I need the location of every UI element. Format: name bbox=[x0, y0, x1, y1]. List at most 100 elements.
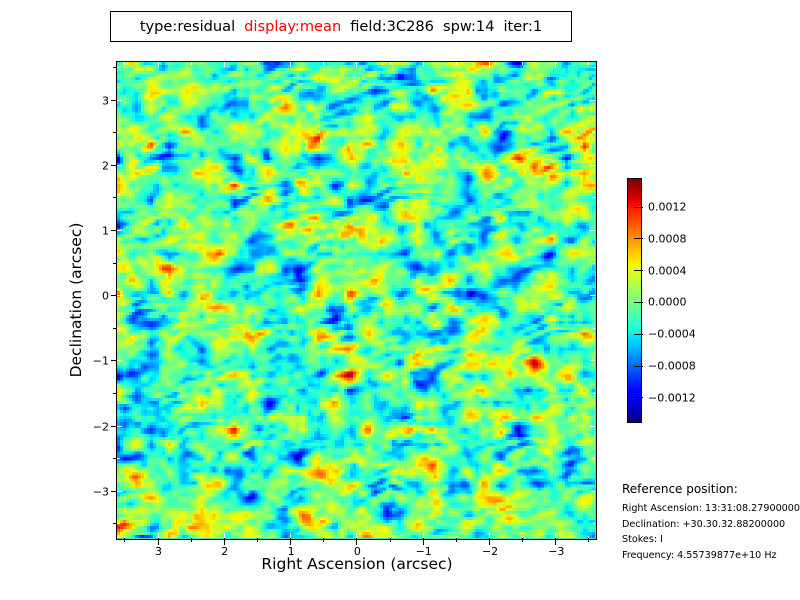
y-minor-tick-outer bbox=[113, 262, 117, 264]
y-major-tick-outer bbox=[110, 229, 117, 231]
x-minor-tick-inner-top bbox=[256, 62, 258, 65]
y-major-tick-inner-left bbox=[117, 360, 122, 362]
colorbar-tick bbox=[634, 270, 643, 272]
x-minor-tick-inner-top bbox=[124, 62, 126, 65]
x-tick-label: −1 bbox=[415, 545, 432, 558]
x-minor-tick-inner-bottom bbox=[124, 535, 126, 538]
y-major-tick-inner-left bbox=[117, 425, 122, 427]
x-minor-tick-outer bbox=[323, 538, 325, 542]
x-tick-label: 3 bbox=[155, 545, 162, 558]
y-major-tick-inner-right bbox=[590, 295, 595, 297]
x-major-tick-inner-bottom bbox=[489, 533, 490, 538]
x-minor-tick-inner-bottom bbox=[588, 535, 590, 538]
x-minor-tick-inner-bottom bbox=[522, 535, 524, 538]
y-minor-tick-inner-right bbox=[592, 262, 595, 264]
colorbar-tick-label: 0.0008 bbox=[648, 232, 687, 246]
y-minor-tick-inner-right bbox=[592, 523, 595, 525]
x-major-tick-outer bbox=[489, 538, 490, 545]
x-minor-tick-outer bbox=[190, 538, 192, 542]
title-box: type:residual display:mean field:3C286 spw:… bbox=[110, 11, 572, 42]
x-tick-label: 0 bbox=[353, 545, 361, 558]
reference-line-ra: Right Ascension: 13:31:08.27900000 bbox=[622, 503, 800, 514]
x-major-tick-inner-top bbox=[157, 62, 159, 67]
x-minor-tick-inner-bottom bbox=[455, 535, 457, 538]
y-major-tick-inner-right bbox=[590, 490, 595, 492]
title-part-0: type:residual bbox=[139, 18, 236, 35]
x-minor-tick-outer bbox=[588, 538, 590, 542]
x-minor-tick-inner-top bbox=[323, 62, 325, 65]
reference-position-block: Reference position: Right Ascension: 13:… bbox=[622, 482, 800, 565]
y-major-tick-inner-right bbox=[590, 360, 595, 362]
colorbar-tick-label: 0.0012 bbox=[648, 200, 687, 214]
x-major-tick-inner-bottom bbox=[223, 533, 225, 538]
x-major-tick-outer bbox=[290, 538, 292, 545]
x-major-tick-inner-top bbox=[422, 62, 424, 67]
x-tick-label: −2 bbox=[481, 545, 499, 558]
image-panel bbox=[110, 61, 597, 545]
x-minor-tick-outer bbox=[389, 538, 391, 542]
y-minor-tick-outer bbox=[113, 197, 117, 199]
y-minor-tick-outer bbox=[113, 327, 117, 329]
y-minor-tick-outer bbox=[113, 392, 117, 394]
tick-layer bbox=[110, 62, 595, 545]
y-minor-tick-inner-right bbox=[592, 458, 595, 460]
x-minor-tick-inner-top bbox=[190, 62, 192, 65]
y-tick-label: 3 bbox=[102, 94, 109, 107]
colorbar bbox=[627, 178, 642, 423]
x-major-tick-inner-top bbox=[356, 62, 358, 67]
y-minor-tick-inner-left bbox=[117, 327, 120, 329]
colorbar-tick bbox=[634, 206, 643, 208]
x-minor-tick-inner-bottom bbox=[256, 535, 258, 538]
y-tick-label: −2 bbox=[92, 420, 109, 433]
y-major-tick-inner-left bbox=[117, 295, 122, 297]
x-major-tick-inner-bottom bbox=[422, 533, 424, 538]
reference-heading: Reference position: bbox=[622, 482, 738, 496]
y-major-tick-inner-right bbox=[590, 229, 595, 231]
y-minor-tick-inner-left bbox=[117, 197, 120, 199]
y-minor-tick-inner-right bbox=[592, 392, 595, 394]
title-part-3: spw:14 bbox=[442, 18, 495, 35]
colorbar-tick-label: −0.0008 bbox=[648, 359, 696, 373]
y-minor-tick-outer bbox=[113, 132, 117, 134]
residual-heatmap bbox=[117, 62, 595, 538]
x-major-tick-outer bbox=[422, 538, 424, 545]
x-minor-tick-outer bbox=[522, 538, 524, 542]
x-minor-tick-outer bbox=[256, 538, 258, 542]
colorbar-tick-label: −0.0004 bbox=[648, 327, 696, 341]
y-minor-tick-inner-right bbox=[592, 132, 595, 134]
y-tick-label: 0 bbox=[102, 289, 109, 303]
y-major-tick-inner-left bbox=[117, 164, 122, 166]
y-minor-tick-inner-left bbox=[117, 458, 120, 460]
x-major-tick-outer bbox=[555, 538, 557, 545]
x-major-tick-inner-top bbox=[555, 62, 557, 67]
x-minor-tick-inner-bottom bbox=[323, 535, 325, 538]
x-minor-tick-inner-bottom bbox=[190, 535, 192, 538]
y-major-tick-inner-right bbox=[590, 99, 595, 101]
title-part-4: iter:1 bbox=[503, 18, 543, 35]
y-major-tick-inner-right bbox=[590, 164, 595, 166]
y-minor-tick-inner-left bbox=[117, 523, 120, 525]
colorbar-tick bbox=[634, 301, 643, 303]
x-major-tick-inner-top bbox=[290, 62, 292, 67]
y-minor-tick-inner-right bbox=[592, 327, 595, 329]
colorbar-tick bbox=[634, 238, 643, 240]
x-major-tick-inner-top bbox=[489, 62, 490, 67]
y-minor-tick-inner-left bbox=[117, 392, 120, 394]
y-tick-label: 2 bbox=[102, 159, 109, 173]
y-minor-tick-outer bbox=[113, 458, 117, 460]
y-minor-tick-outer bbox=[113, 523, 117, 525]
x-minor-tick-inner-top bbox=[588, 62, 590, 65]
colorbar-tick bbox=[634, 365, 643, 367]
x-minor-tick-outer bbox=[124, 538, 126, 542]
y-minor-tick-inner-left bbox=[117, 66, 120, 68]
colorbar-tick bbox=[634, 397, 643, 399]
y-major-tick-outer bbox=[110, 425, 117, 427]
y-minor-tick-inner-left bbox=[117, 132, 120, 134]
reference-line-dec: Declination: +30.30.32.88200000 bbox=[622, 518, 786, 530]
x-major-tick-inner-bottom bbox=[157, 533, 159, 538]
title-part-1: display:mean bbox=[244, 18, 342, 35]
x-tick-label: −3 bbox=[548, 545, 565, 558]
x-major-tick-inner-bottom bbox=[356, 533, 358, 538]
y-minor-tick-outer bbox=[113, 66, 117, 68]
